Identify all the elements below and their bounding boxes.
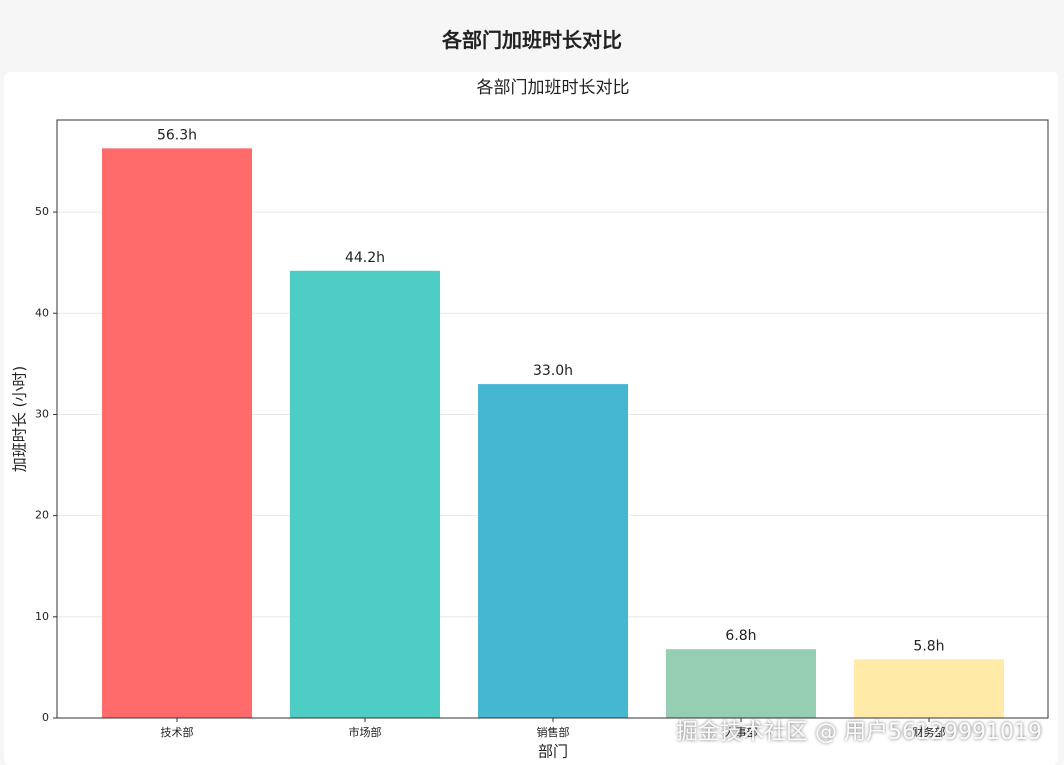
bar [478,384,628,718]
value-label: 5.8h [913,638,944,654]
value-label: 6.8h [725,628,756,644]
chart-title: 各部门加班时长对比 [477,78,630,98]
y-axis-label: 加班时长 (小时) [11,366,29,472]
y-tick-label: 20 [35,509,49,522]
bar [290,270,440,718]
y-tick-label: 50 [35,205,49,218]
x-axis-label: 部门 [538,743,568,761]
value-label: 33.0h [533,363,573,379]
plot-frame [56,119,1049,719]
x-tick-label: 技术部 [161,725,194,739]
x-tick-label: 财务部 [913,725,946,739]
x-tick-label: 人事部 [725,725,758,739]
x-tick-label: 销售部 [537,725,570,739]
y-tick-label: 10 [35,610,49,623]
bar [102,148,252,718]
value-label: 56.3h [157,127,197,143]
y-tick-label: 40 [35,306,49,319]
y-tick-label: 30 [35,407,49,420]
bar [854,659,1004,718]
x-tick-label: 市场部 [349,725,382,739]
watermark: 掘金技术社区 @ 用户56129991019 [676,720,1042,745]
y-tick-label: 0 [42,711,49,724]
page-header: 各部门加班时长对比 [442,28,622,52]
bar [666,649,816,718]
value-label: 44.2h [345,250,385,266]
